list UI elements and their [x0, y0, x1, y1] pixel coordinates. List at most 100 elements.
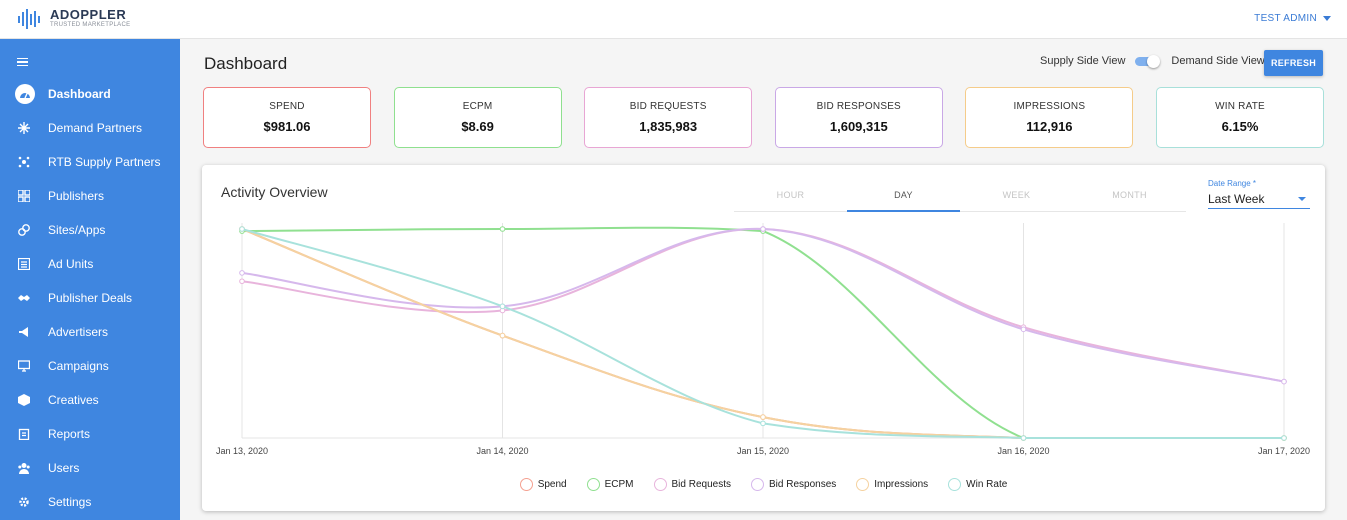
- stat-card-impressions: IMPRESSIONS 112,916: [965, 87, 1134, 148]
- sidebar-item-label: Ad Units: [48, 257, 94, 271]
- gear-icon: [0, 496, 48, 508]
- monitor-icon: [0, 360, 48, 372]
- sidebar-item-publisher-deals[interactable]: Publisher Deals: [0, 281, 180, 315]
- data-point[interactable]: [1281, 378, 1287, 385]
- handshake-icon: [0, 292, 48, 304]
- tab-day[interactable]: DAY: [847, 183, 960, 212]
- data-point[interactable]: [760, 226, 766, 232]
- data-point[interactable]: [1020, 326, 1027, 333]
- sidebar-item-publishers[interactable]: Publishers: [0, 179, 180, 213]
- brand-name: ADOPPLER: [50, 7, 127, 22]
- stat-value: 1,835,983: [639, 119, 698, 134]
- sidebar-item-dashboard[interactable]: Dashboard: [0, 77, 180, 111]
- stat-value: $8.69: [461, 119, 494, 134]
- x-tick-label: Jan 14, 2020: [476, 446, 528, 456]
- legend-swatch: [751, 478, 764, 491]
- legend-label: Win Rate: [966, 479, 1008, 490]
- data-point[interactable]: [499, 303, 506, 310]
- legend-item-spend[interactable]: Spend: [519, 478, 567, 491]
- activity-overview-card: Activity Overview HOUR DAY WEEK MONTH Date …: [202, 165, 1325, 511]
- view-switch[interactable]: [1135, 55, 1161, 68]
- chart-legend: Spend ECPM Bid Requests Bid Responses Impres…: [202, 478, 1325, 491]
- sidebar-item-settings[interactable]: Settings: [0, 485, 180, 519]
- chevron-down-icon: [1298, 197, 1306, 201]
- demand-view-label: Demand Side View: [1171, 55, 1265, 67]
- legend-label: Impressions: [874, 479, 929, 490]
- card-title: Activity Overview: [221, 184, 328, 200]
- stat-label: BID RESPONSES: [816, 101, 901, 112]
- snowflake-icon: [0, 122, 48, 134]
- sidebar-item-demand-partners[interactable]: Demand Partners: [0, 111, 180, 145]
- x-tick-label: Jan 17, 2020: [1258, 446, 1310, 456]
- sidebar-item-label: RTB Supply Partners: [48, 155, 161, 169]
- legend-item-impressions[interactable]: Impressions: [856, 478, 928, 491]
- date-range-value: Last Week: [1208, 192, 1265, 206]
- sidebar-item-sites-apps[interactable]: Sites/Apps: [0, 213, 180, 247]
- sidebar-item-reports[interactable]: Reports: [0, 417, 180, 451]
- sidebar-item-users[interactable]: Users: [0, 451, 180, 485]
- activity-chart: Jan 13, 2020 Jan 14, 2020 Jan 15, 2020 Jan …: [216, 223, 1310, 456]
- x-tick-label: Jan 13, 2020: [216, 446, 268, 456]
- data-point[interactable]: [239, 270, 245, 276]
- menu-icon[interactable]: [17, 58, 28, 66]
- sidebar-item-label: Settings: [48, 495, 92, 509]
- sidebar-item-rtb-supply-partners[interactable]: RTB Supply Partners: [0, 145, 180, 179]
- stat-value: 6.15%: [1221, 119, 1259, 134]
- sidebar-item-label: Dashboard: [48, 87, 111, 101]
- chevron-down-icon: [1323, 16, 1331, 21]
- sidebar-item-creatives[interactable]: Creatives: [0, 383, 180, 417]
- logo-bars-icon: [18, 8, 40, 29]
- sidebar-item-campaigns[interactable]: Campaigns: [0, 349, 180, 383]
- stat-card-win-rate: WIN RATE 6.15%: [1156, 87, 1324, 148]
- tab-week[interactable]: WEEK: [1002, 190, 1031, 200]
- sidebar-item-label: Publisher Deals: [48, 291, 133, 305]
- view-toggle: Supply Side View Demand Side View: [1040, 55, 1265, 68]
- legend-swatch: [856, 478, 870, 491]
- stat-card-bid-responses: BID RESPONSES 1,609,315: [774, 87, 943, 148]
- grid-icon: [0, 190, 48, 202]
- brand-logo[interactable]: ADOPPLER TRUSTED MARKETPLACE: [18, 8, 130, 29]
- data-point[interactable]: [760, 414, 766, 420]
- legend-item-bid-responses[interactable]: Bid Responses: [751, 478, 836, 491]
- refresh-button[interactable]: REFRESH: [1264, 50, 1323, 76]
- sidebar-item-label: Campaigns: [48, 359, 109, 373]
- data-point[interactable]: [499, 332, 506, 339]
- main-content: Dashboard Supply Side View Demand Side V…: [180, 39, 1347, 520]
- x-tick-label: Jan 15, 2020: [737, 446, 789, 456]
- apps-icon: [0, 224, 48, 236]
- sidebar-item-ad-units[interactable]: Ad Units: [0, 247, 180, 281]
- legend-label: ECPM: [604, 479, 634, 490]
- legend-swatch: [586, 478, 600, 491]
- users-icon: [0, 462, 48, 474]
- stat-label: SPEND: [269, 101, 305, 112]
- legend-label: Spend: [537, 479, 567, 490]
- sidebar: Dashboard Demand Partners RTB Supply Partn…: [0, 39, 180, 520]
- data-point[interactable]: [239, 278, 245, 285]
- stat-label: IMPRESSIONS: [1013, 101, 1086, 112]
- x-tick-label: Jan 16, 2020: [997, 446, 1049, 456]
- stat-value: 1,609,315: [829, 119, 888, 134]
- data-point[interactable]: [239, 226, 245, 232]
- stat-label: WIN RATE: [1215, 101, 1265, 112]
- cube-icon: [0, 394, 48, 406]
- legend-item-bid-requests[interactable]: Bid Requests: [653, 478, 731, 491]
- stat-label: ECPM: [462, 101, 493, 112]
- megaphone-icon: [0, 326, 48, 338]
- data-point[interactable]: [1020, 435, 1027, 441]
- tab-month[interactable]: MONTH: [1112, 190, 1147, 200]
- user-menu[interactable]: TEST ADMIN: [1254, 13, 1331, 24]
- legend-swatch: [948, 478, 962, 491]
- legend-item-ecpm[interactable]: ECPM: [586, 478, 634, 491]
- legend-item-win-rate[interactable]: Win Rate: [948, 478, 1007, 491]
- stat-value: 112,916: [1026, 119, 1073, 134]
- data-point[interactable]: [499, 226, 506, 232]
- tab-hour[interactable]: HOUR: [776, 190, 805, 200]
- data-point[interactable]: [1281, 435, 1287, 441]
- network-icon: [0, 156, 48, 168]
- date-range-label: Date Range *: [1208, 179, 1257, 188]
- date-range-select[interactable]: Date Range * Last Week: [1208, 179, 1310, 209]
- stat-label: BID REQUESTS: [629, 101, 707, 112]
- data-point[interactable]: [760, 420, 766, 427]
- legend-swatch: [653, 478, 667, 491]
- sidebar-item-advertisers[interactable]: Advertisers: [0, 315, 180, 349]
